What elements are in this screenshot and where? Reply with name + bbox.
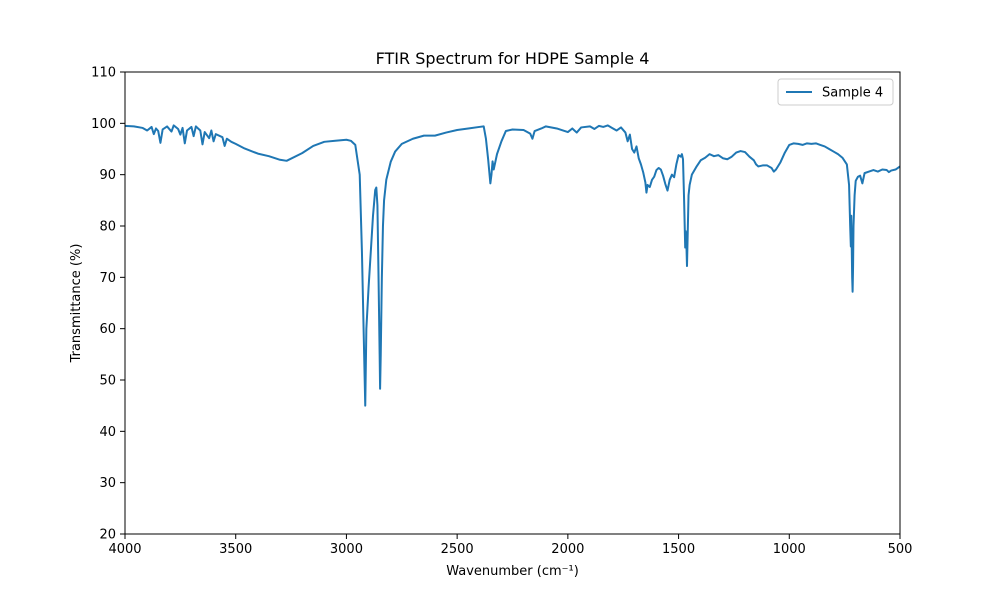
x-tick-label: 4000 [108,542,141,557]
y-tick-label: 100 [91,117,116,132]
y-tick-label: 20 [99,528,116,543]
x-tick-label: 2500 [441,542,474,557]
y-tick-label: 110 [91,66,116,81]
series-line-0 [124,124,901,407]
x-tick-label: 3500 [219,542,252,557]
x-tick-label: 2000 [551,542,584,557]
legend-box [777,78,894,106]
y-axis-label: Transmittance (%) [69,244,84,364]
y-tick-label: 70 [99,271,116,286]
legend: Sample 4 [777,78,894,106]
x-axis: 4000 3500 3000 2500 2000 1500 1000 500 [108,534,912,557]
y-axis: 20 30 40 50 60 70 80 90 100 110 [91,66,125,543]
x-tick-label: 3000 [330,542,363,557]
chart-title: FTIR Spectrum for HDPE Sample 4 [376,49,650,68]
y-tick-label: 40 [99,425,116,440]
y-tick-label: 50 [99,374,116,389]
y-tick-label: 80 [99,220,116,235]
plot-area [125,72,900,534]
y-tick-label: 90 [99,168,116,183]
x-axis-label: Wavenumber (cm⁻¹) [446,564,579,579]
x-tick-label: 1500 [662,542,695,557]
y-tick-label: 60 [99,322,116,337]
plot-frame [124,71,901,535]
series-layer [124,124,901,407]
legend-label: Sample 4 [822,86,883,101]
x-tick-label: 500 [888,542,913,557]
y-tick-label: 30 [99,476,116,491]
x-tick-label: 1000 [773,542,806,557]
